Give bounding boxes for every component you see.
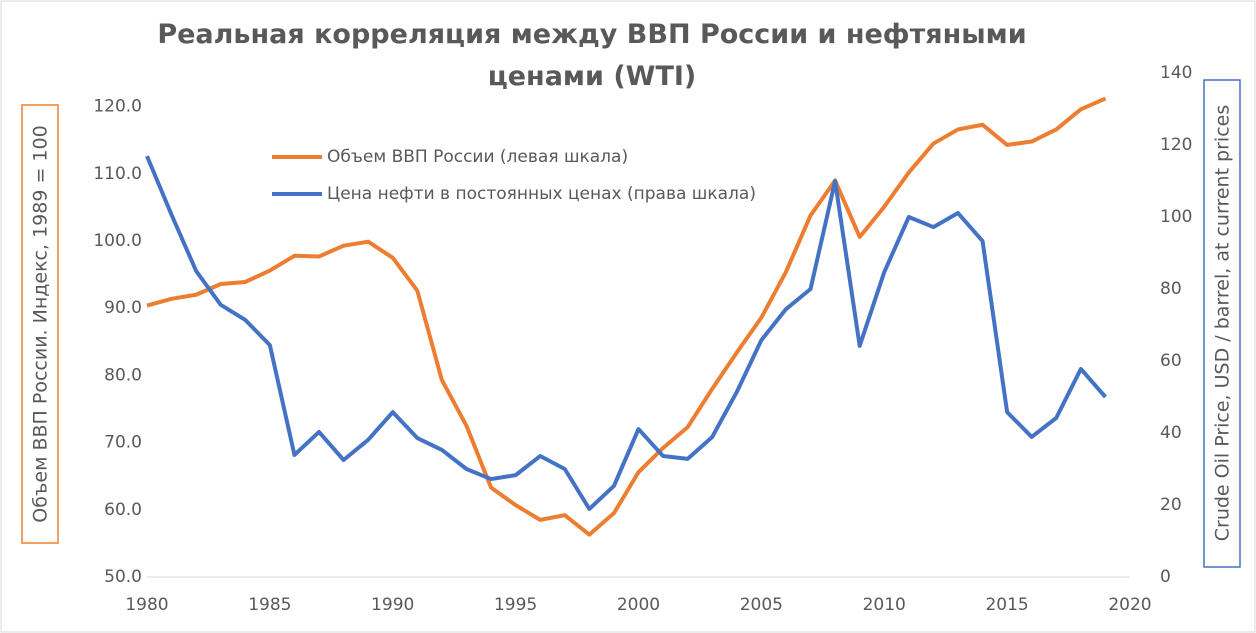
y-tick-label: 120.0 xyxy=(93,97,142,117)
y2-tick-label: 60 xyxy=(1160,351,1182,371)
legend-label: Объем ВВП России (левая шкала) xyxy=(327,147,628,167)
y-tick-label: 110.0 xyxy=(93,164,142,184)
y-tick-label: 70.0 xyxy=(104,433,142,453)
x-tick-label: 1985 xyxy=(248,595,291,615)
data-line xyxy=(146,96,1107,537)
y2-tick-label: 140 xyxy=(1160,63,1192,83)
x-tick-label: 2005 xyxy=(740,595,783,615)
y-tick-label: 50.0 xyxy=(104,567,142,587)
y-axis-label: Объем ВВП России. Индекс, 1989 = 100 xyxy=(30,125,52,522)
y-label-box xyxy=(21,104,59,544)
x-tick-label: 1980 xyxy=(125,595,168,615)
x-tick-label: 2020 xyxy=(1108,595,1151,615)
y2-axis-label: Crude Oil Price, USD / barrel, at curren… xyxy=(1212,105,1234,542)
y-tick-label: 60.0 xyxy=(104,500,142,520)
y-tick-label: 80.0 xyxy=(104,365,142,385)
x-tick-label: 2010 xyxy=(863,595,906,615)
y2-tick-label: 20 xyxy=(1160,495,1182,515)
y-tick-label: 90.0 xyxy=(104,298,142,318)
y2-tick-label: 40 xyxy=(1160,423,1182,443)
x-tick-label: 1995 xyxy=(494,595,537,615)
x-tick-label: 2015 xyxy=(985,595,1028,615)
chart-title: Реальная корреляция между ВВП России и н… xyxy=(157,19,1027,92)
y2-label-box xyxy=(1203,79,1241,568)
y-tick-label: 100.0 xyxy=(93,231,142,251)
data-line xyxy=(145,155,1107,511)
y2-tick-label: 120 xyxy=(1160,135,1192,155)
y2-tick-label: 80 xyxy=(1160,279,1182,299)
x-tick-label: 1990 xyxy=(371,595,414,615)
y2-tick-label: 100 xyxy=(1160,207,1192,227)
y2-tick-label: 0 xyxy=(1160,567,1171,587)
legend-label: Цена нефти в постоянных ценах (права шка… xyxy=(327,184,756,204)
x-tick-label: 2000 xyxy=(617,595,660,615)
